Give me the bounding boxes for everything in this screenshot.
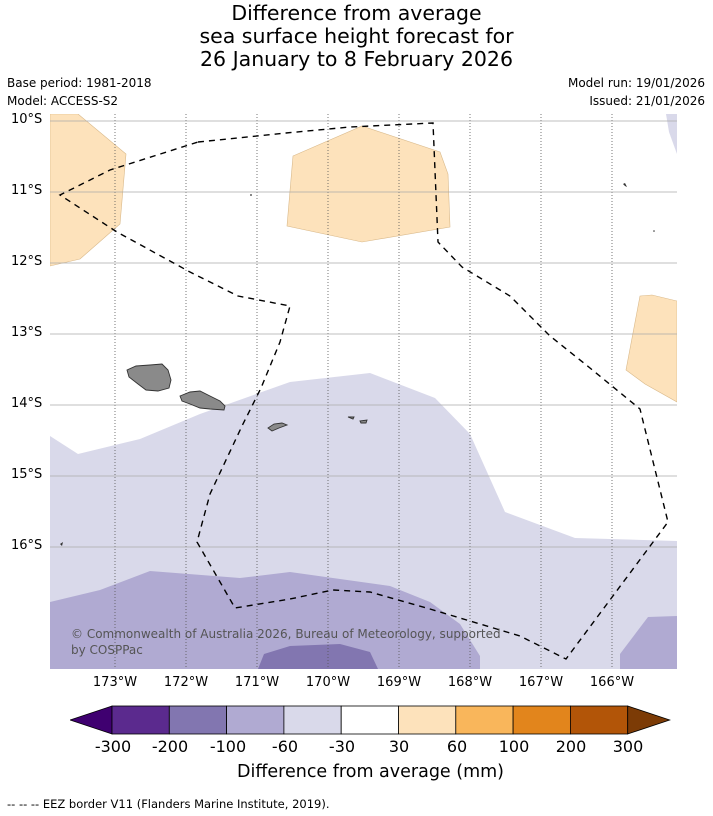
anomaly-region-minus60-minus100-se [620,616,677,669]
copyright-line-1: © Commonwealth of Australia 2026, Bureau… [71,627,501,641]
savaii-island [126,363,172,392]
colorbar-tick-label: 30 [388,737,410,756]
lat-label-14s: 14°S [11,396,43,411]
colorbar-tick-label: 200 [555,737,587,756]
colorbar-segment [512,705,571,735]
lon-label-170w: 170°W [305,675,351,690]
colorbar-title: Difference from average (mm) [236,762,505,782]
lon-label-171w: 171°W [234,675,280,690]
colorbar-tick-label: -200 [151,737,189,756]
colorbar-tick-label: -100 [209,737,247,756]
colorbar-segment [111,705,170,735]
model-run: Model run: 19/01/2026 [567,76,705,90]
eez-legend-note: -- -- -- EEZ border V11 (Flanders Marine… [7,797,330,811]
lat-label-16s: 16°S [11,538,43,553]
colorbar-segment [455,705,514,735]
anomaly-region-minus60-minus100 [50,571,480,669]
parallel-grid [50,120,677,548]
anomaly-region-plus30-plus60-east [625,294,677,403]
lat-label-11s: 11°S [11,183,43,198]
anomaly-region-plus30-plus60-west [50,114,127,267]
title-line-3: 26 January to 8 February 2026 [199,47,513,71]
meta-right: Model run: 19/01/2026 Issued: 21/01/2026 [568,74,705,110]
small-islet-east [653,230,655,232]
anomaly-patch-top-right [666,114,677,154]
colorbar-segment [168,705,228,735]
copyright-notice: © Commonwealth of Australia 2026, Bureau… [71,626,501,658]
colorbar-tick-label: 60 [446,737,468,756]
model-name: Model: ACCESS-S2 [7,94,119,108]
lon-label-168w: 168°W [447,675,493,690]
meta-left: Base period: 1981-2018 Model: ACCESS-S2 [7,74,152,110]
colorbar-tick-label: -60 [271,737,299,756]
anomaly-region-minus100-minus200 [258,644,378,669]
colorbar [70,705,671,735]
lon-label-166w: 166°W [589,675,635,690]
small-islet-southwest [60,542,63,546]
upolu-island [179,390,226,411]
lon-label-173w: 173°W [92,675,138,690]
tutuila-island [267,422,289,432]
lon-label-169w: 169°W [376,675,422,690]
title-line-1: Difference from average [231,1,482,25]
colorbar-extend-high [627,705,671,735]
colorbar-segment [283,705,342,735]
lat-label-12s: 12°S [11,254,43,269]
base-period: Base period: 1981-2018 [7,76,152,90]
colorbar-extend-low [70,705,113,735]
lat-label-10s: 10°S [11,112,43,127]
meridian-grid [114,114,613,669]
lon-label-167w: 167°W [518,675,564,690]
swains-island [250,194,252,196]
issued-date: Issued: 21/01/2026 [589,94,705,108]
colorbar-tick-label: -300 [94,737,132,756]
eez-border [58,122,669,660]
tau-island [359,419,368,424]
colorbar-segment [340,705,399,735]
lat-label-13s: 13°S [11,325,43,340]
title-line-2: sea surface height forecast for [199,24,514,48]
tokelau-atoll [623,183,627,187]
chart-title: Difference from average sea surface heig… [0,2,713,71]
colorbar-tick-label: -30 [328,737,356,756]
colorbar-segment [398,705,457,735]
lat-label-15s: 15°S [11,467,43,482]
colorbar-tick-label: 100 [498,737,530,756]
ofu-olosega-island [347,416,355,420]
colorbar-segment [569,705,629,735]
copyright-line-2: by COSPPac [71,643,143,657]
colorbar-segment [226,705,285,735]
lon-label-172w: 172°W [163,675,209,690]
sea-height-map [50,114,677,669]
colorbar-tick-label: 300 [612,737,644,756]
